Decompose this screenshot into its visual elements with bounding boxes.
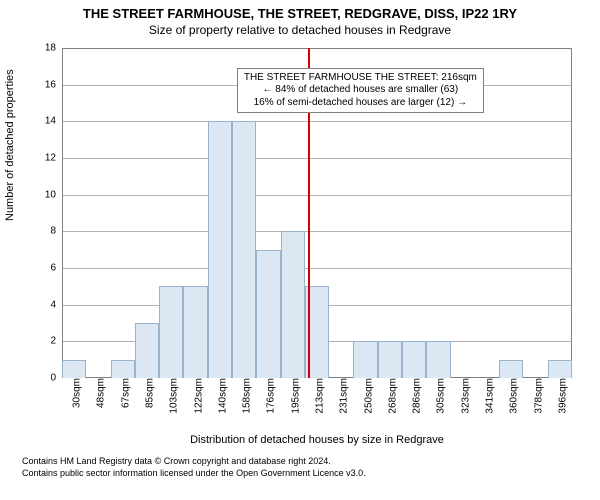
ytick-label: 0 — [50, 373, 62, 384]
xtick-label: 85sqm — [139, 378, 156, 408]
ytick-label: 10 — [45, 189, 62, 200]
histogram-bar — [62, 360, 86, 378]
gridline — [62, 121, 572, 122]
histogram-bar — [232, 121, 256, 378]
histogram-bar — [183, 286, 207, 378]
xtick-label: 341sqm — [479, 378, 496, 414]
gridline — [62, 158, 572, 159]
xtick-label: 103sqm — [163, 378, 180, 414]
annotation-box: THE STREET FARMHOUSE THE STREET: 216sqm←… — [237, 68, 484, 114]
histogram-bar — [159, 286, 183, 378]
xtick-label: 30sqm — [66, 378, 83, 408]
chart-area: 02468101214161830sqm48sqm67sqm85sqm103sq… — [62, 48, 572, 378]
histogram-bar — [402, 341, 426, 378]
ytick-label: 12 — [45, 153, 62, 164]
credit-line: Contains HM Land Registry data © Crown c… — [22, 456, 366, 468]
ytick-label: 2 — [50, 336, 62, 347]
histogram-bar — [353, 341, 377, 378]
xtick-label: 250sqm — [357, 378, 374, 414]
credit-line: Contains public sector information licen… — [22, 468, 366, 480]
xtick-label: 378sqm — [527, 378, 544, 414]
ytick-label: 8 — [50, 226, 62, 237]
xtick-label: 122sqm — [187, 378, 204, 414]
credits: Contains HM Land Registry data © Crown c… — [22, 456, 366, 479]
chart-title: THE STREET FARMHOUSE, THE STREET, REDGRA… — [0, 0, 600, 21]
histogram-bar — [135, 323, 159, 378]
xtick-label: 140sqm — [211, 378, 228, 414]
histogram-bar — [256, 250, 280, 378]
xtick-label: 48sqm — [90, 378, 107, 408]
chart-subtitle: Size of property relative to detached ho… — [0, 21, 600, 37]
xtick-label: 195sqm — [284, 378, 301, 414]
y-axis-label: Number of detached properties — [4, 201, 16, 221]
ytick-label: 16 — [45, 79, 62, 90]
histogram-bar — [426, 341, 450, 378]
histogram-bar — [378, 341, 402, 378]
ytick-label: 4 — [50, 299, 62, 310]
xtick-label: 67sqm — [114, 378, 131, 408]
ytick-label: 14 — [45, 116, 62, 127]
histogram-bar — [208, 121, 232, 378]
xtick-label: 213sqm — [309, 378, 326, 414]
xtick-label: 158sqm — [236, 378, 253, 414]
xtick-label: 176sqm — [260, 378, 277, 414]
xtick-label: 305sqm — [430, 378, 447, 414]
x-axis-label: Distribution of detached houses by size … — [62, 434, 572, 446]
histogram-bar — [499, 360, 523, 378]
xtick-label: 360sqm — [503, 378, 520, 414]
gridline — [62, 195, 572, 196]
histogram-bar — [281, 231, 305, 378]
ytick-label: 18 — [45, 43, 62, 54]
histogram-bar — [111, 360, 135, 378]
gridline — [62, 268, 572, 269]
xtick-label: 231sqm — [333, 378, 350, 414]
figure: THE STREET FARMHOUSE, THE STREET, REDGRA… — [0, 0, 600, 500]
histogram-bar — [548, 360, 572, 378]
gridline — [62, 231, 572, 232]
xtick-label: 268sqm — [381, 378, 398, 414]
xtick-label: 396sqm — [551, 378, 568, 414]
annotation-line: THE STREET FARMHOUSE THE STREET: 216sqm — [244, 72, 477, 85]
ytick-label: 6 — [50, 263, 62, 274]
xtick-label: 286sqm — [406, 378, 423, 414]
annotation-line: 16% of semi-detached houses are larger (… — [244, 97, 477, 110]
xtick-label: 323sqm — [454, 378, 471, 414]
annotation-line: ← 84% of detached houses are smaller (63… — [244, 84, 477, 97]
